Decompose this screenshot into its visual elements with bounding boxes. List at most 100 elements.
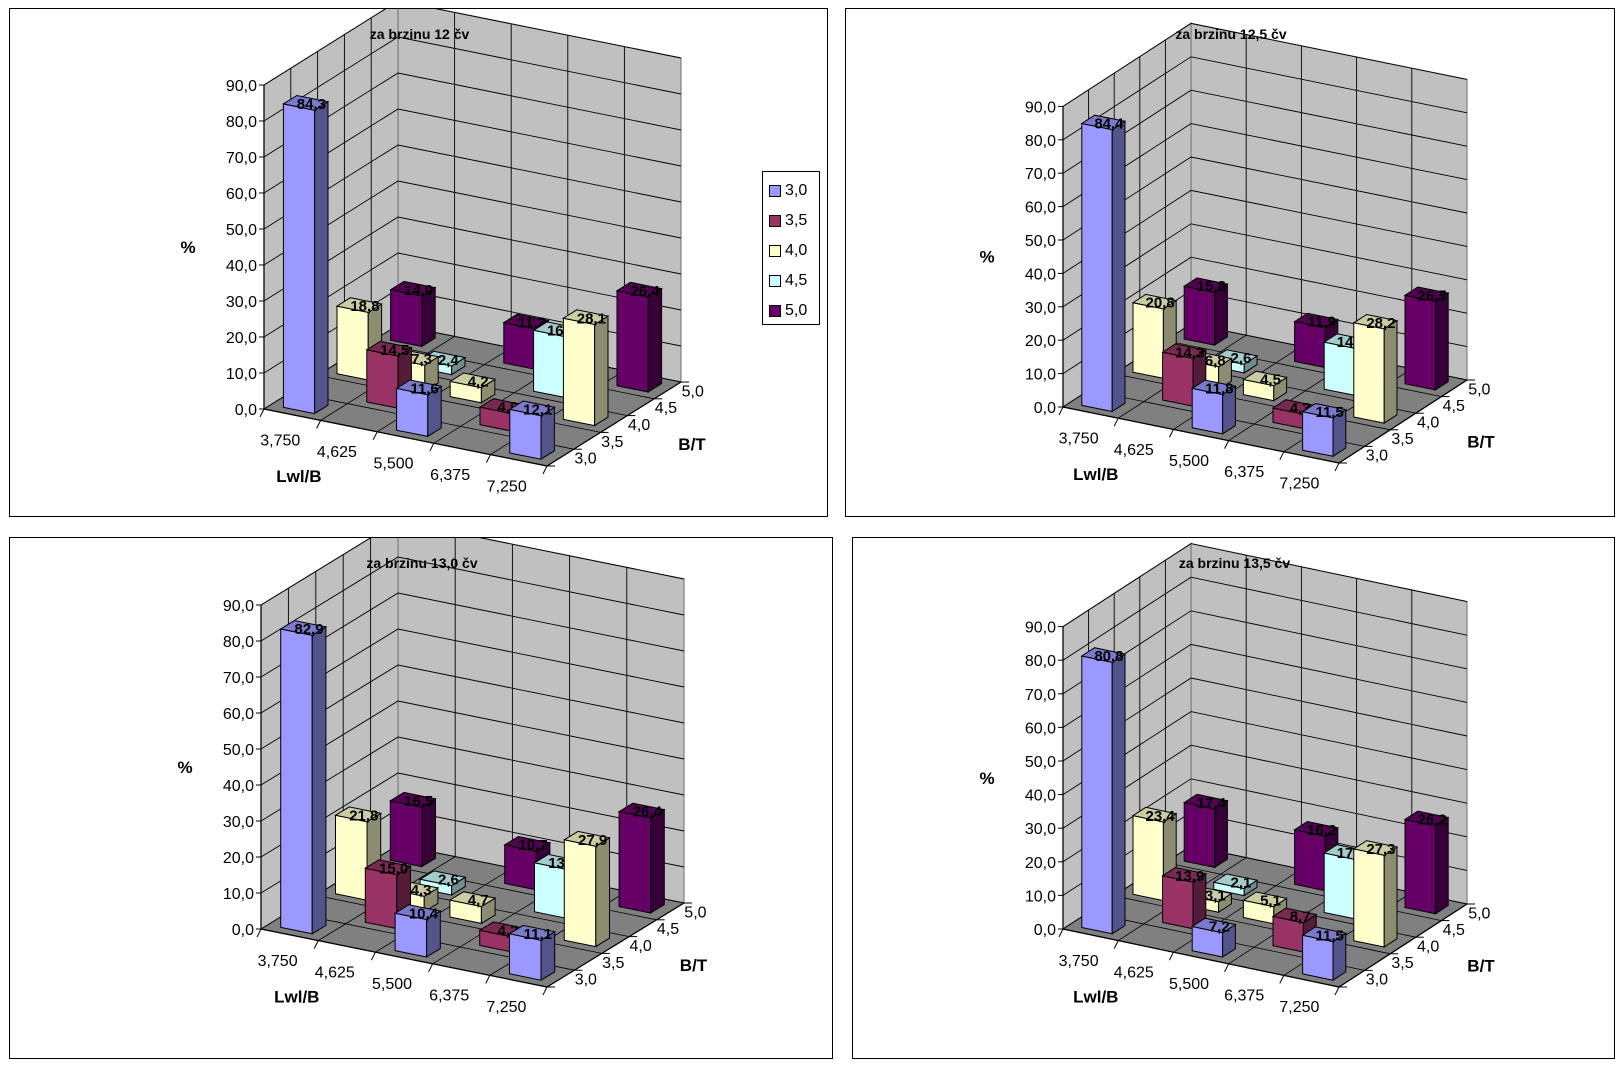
legend-label: 3,0 [785, 182, 808, 199]
x-tick-label: 5,500 [373, 456, 413, 473]
bar: 14,0 [389, 280, 437, 348]
bar: 84,4 [1080, 114, 1127, 413]
bar-side [595, 836, 610, 948]
x-tick [485, 454, 491, 463]
z-axis-label: B/T [680, 956, 708, 975]
z-axis [1338, 379, 1468, 464]
bar-top [418, 870, 467, 887]
z-tick-label: 4,0 [1417, 415, 1439, 432]
gridline [1062, 22, 1468, 107]
x-tick [1334, 462, 1340, 472]
bar-front [616, 290, 649, 393]
chart-panel-2: 0,0 10,0 20,0 30,0 40,0 50,0 60,0 70,0 80,0 90,0 1… [845, 8, 1615, 517]
data-label: 11,9 [1308, 314, 1336, 331]
bar: 11,1 [508, 924, 557, 982]
x-tick-label: 5,500 [1169, 453, 1209, 470]
legend-item: 4,0 [769, 241, 807, 261]
gridline [263, 36, 682, 122]
bar-front [335, 814, 368, 901]
bar-side [1434, 292, 1449, 391]
x-tick-label: 3,750 [1059, 431, 1099, 448]
bar: 16,5 [388, 791, 437, 868]
chart-panel-4: 0,0 10,0 20,0 30,0 40,0 50,0 60,0 70,0 80,0 90,0 1… [852, 537, 1615, 1059]
y-tick-label: 40,0 [223, 778, 254, 795]
y-tick-label: 20,0 [226, 330, 257, 347]
bar-top [279, 620, 328, 636]
y-tick-label: 10,0 [1025, 367, 1056, 384]
x-tick-label: 7,250 [487, 478, 527, 495]
legend-swatch [769, 275, 781, 287]
bar-top [363, 859, 412, 876]
data-label: 13,9 [1175, 868, 1204, 885]
data-label: 11,5 [1316, 927, 1344, 944]
bar: 26,2 [1403, 810, 1450, 915]
chart-panel-1: 0,0 10,0 20,0 30,0 40,0 50,0 60,0 70,0 80,0 90,0 1… [9, 8, 828, 517]
gridline [1062, 543, 1468, 627]
data-label: 28,2 [1366, 315, 1395, 332]
z-tick-label: 4,0 [628, 417, 650, 434]
y-tick-label: 40,0 [1025, 788, 1056, 805]
x-axis-label: Lwl/B [1073, 987, 1118, 1006]
chart-title: za brzinu 12,5 čv [1175, 26, 1286, 42]
y-tick-label: 90,0 [223, 598, 254, 615]
z-axis [546, 902, 685, 988]
y-tick-label: 30,0 [223, 814, 254, 831]
z-tick-label: 5,0 [684, 904, 706, 921]
bar: 27,9 [562, 830, 611, 948]
data-label: 26,4 [633, 804, 663, 821]
bar: 84,3 [282, 94, 330, 415]
bar-side [311, 626, 327, 935]
bar-top [502, 313, 550, 330]
chart-svg: 0,0 10,0 20,0 30,0 40,0 50,0 60,0 70,0 80,0 90,0 1… [177, 538, 708, 1016]
z-tick-label: 3,0 [574, 451, 596, 468]
z-tick-label: 4,0 [630, 938, 652, 955]
data-label: 2,4 [438, 352, 460, 369]
bar: 26,4 [617, 802, 666, 914]
x-tick [370, 951, 376, 961]
y-tick-label: 80,0 [1025, 133, 1056, 150]
z-tick-label: 5,0 [682, 383, 704, 400]
x-tick [485, 975, 491, 984]
z-tick-label: 4,5 [1443, 922, 1465, 939]
y-tick-label: 0,0 [235, 402, 257, 419]
z-tick-label: 3,0 [1366, 972, 1388, 989]
data-label: 3,1 [1205, 888, 1226, 905]
data-label: 28,1 [577, 310, 606, 327]
bar-top [448, 372, 497, 389]
y-tick-label: 60,0 [1025, 200, 1056, 217]
bar: 4,5 [1242, 370, 1288, 402]
x-tick [1168, 951, 1174, 961]
z-axis-label: B/T [1467, 433, 1495, 452]
bar-side [650, 808, 665, 914]
x-tick-label: 6,375 [429, 988, 469, 1005]
legend-item: 5,0 [769, 301, 807, 321]
bar-top [335, 297, 383, 313]
y-tick-label: 80,0 [1025, 653, 1056, 670]
bar: 7,2 [1190, 917, 1237, 958]
legend-item: 4,5 [769, 271, 807, 291]
bar-top [1271, 907, 1318, 924]
bar-front [1323, 852, 1356, 920]
y-tick-label: 40,0 [226, 258, 257, 275]
y-tick-label: 60,0 [226, 186, 257, 203]
x-tick [1224, 440, 1230, 449]
data-label: 26,2 [1418, 812, 1447, 829]
x-tick-label: 5,500 [1169, 976, 1209, 993]
chart-panel-3: 0,0 10,0 20,0 30,0 40,0 50,0 60,0 70,0 80,0 90,0 1… [9, 537, 833, 1059]
x-tick [256, 928, 262, 938]
bar: 12,1 [508, 400, 556, 461]
y-tick-label: 50,0 [1025, 233, 1056, 250]
data-label: 5,1 [1260, 893, 1281, 910]
bar-top [617, 802, 666, 819]
bar-top [1131, 806, 1178, 823]
x-tick-label: 3,750 [260, 433, 300, 450]
legend-item: 3,0 [769, 181, 807, 201]
x-axis [263, 408, 548, 467]
x-tick [1058, 406, 1064, 416]
y-tick-label: 70,0 [1025, 687, 1056, 704]
z-tick-label: 4,5 [1443, 398, 1465, 415]
legend-swatch [769, 245, 781, 257]
bar: 11,5 [1301, 926, 1348, 982]
y-tick-label: 80,0 [226, 114, 257, 131]
data-label: 23,4 [1146, 808, 1176, 825]
